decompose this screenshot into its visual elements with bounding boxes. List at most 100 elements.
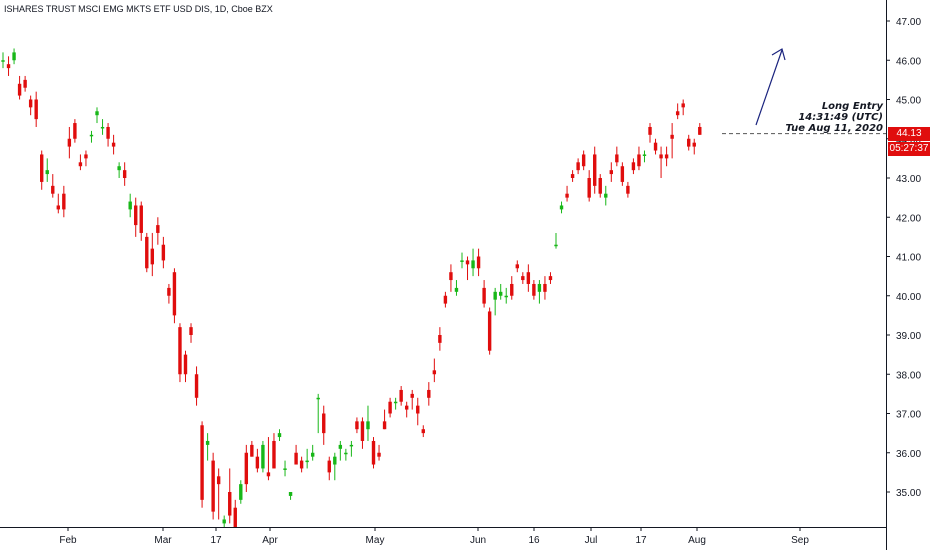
candle bbox=[211, 452, 215, 520]
candle-body bbox=[526, 272, 531, 284]
candle-body bbox=[465, 260, 470, 265]
candle-body bbox=[117, 166, 121, 171]
candle bbox=[404, 401, 409, 418]
candle bbox=[626, 181, 630, 198]
price-axis[interactable]: 47.0046.0045.0044.0043.0042.0041.0040.00… bbox=[886, 17, 921, 499]
candle-body bbox=[277, 433, 282, 438]
candle bbox=[487, 307, 492, 355]
price-tick-label: 41.00 bbox=[896, 253, 921, 264]
candle-body bbox=[139, 205, 143, 233]
candle-body bbox=[156, 225, 160, 233]
candle-body bbox=[349, 444, 354, 447]
annotation-line3: Tue Aug 11, 2020 bbox=[785, 123, 883, 134]
candle bbox=[111, 134, 116, 155]
candle-body bbox=[344, 452, 348, 455]
time-axis[interactable]: Feb Mar 17 Apr May Jun 16 Jul 17 Aug Sep bbox=[59, 527, 809, 546]
candle-body bbox=[443, 295, 448, 304]
candle-body bbox=[78, 162, 83, 167]
candle bbox=[476, 248, 481, 277]
candle bbox=[156, 217, 160, 245]
candle bbox=[344, 448, 348, 461]
price-tick-label: 36.00 bbox=[896, 449, 921, 460]
time-tick-label: Jun bbox=[470, 535, 486, 546]
candle-body bbox=[84, 154, 88, 159]
candle bbox=[239, 480, 243, 504]
candle-body bbox=[189, 327, 193, 335]
candle-body bbox=[228, 492, 232, 516]
candle bbox=[465, 256, 470, 281]
candle bbox=[432, 358, 437, 383]
candle bbox=[355, 417, 359, 434]
candle bbox=[360, 417, 365, 449]
candle-body bbox=[62, 193, 66, 210]
candle bbox=[570, 170, 575, 182]
candle bbox=[183, 350, 188, 383]
candle-body bbox=[377, 452, 381, 457]
candle-body bbox=[28, 99, 33, 108]
arrow-shaft[interactable] bbox=[755, 49, 783, 126]
candle bbox=[393, 397, 398, 410]
candle bbox=[95, 107, 99, 124]
candle-body bbox=[56, 205, 60, 210]
candle-body bbox=[499, 291, 503, 296]
candle-body bbox=[537, 283, 542, 292]
candle-body bbox=[559, 205, 564, 210]
candle-body bbox=[515, 264, 519, 269]
candle bbox=[139, 201, 143, 241]
candle-body bbox=[687, 138, 691, 147]
candle-body bbox=[692, 142, 696, 147]
candle bbox=[631, 158, 636, 175]
candle bbox=[416, 397, 420, 426]
candle-body bbox=[399, 389, 403, 402]
candle-body bbox=[6, 64, 11, 69]
candle bbox=[664, 146, 669, 167]
candle-body bbox=[333, 456, 337, 465]
candle bbox=[294, 444, 298, 465]
candle bbox=[261, 440, 265, 473]
candle-body bbox=[554, 244, 558, 247]
candle-body bbox=[23, 79, 27, 88]
candle-body bbox=[637, 154, 641, 167]
candle bbox=[178, 323, 182, 383]
candle bbox=[532, 280, 536, 300]
candle bbox=[1, 52, 5, 69]
candle-body bbox=[548, 276, 553, 281]
candle bbox=[78, 154, 83, 171]
candle bbox=[40, 150, 44, 190]
candle-body bbox=[653, 142, 658, 151]
candle bbox=[23, 75, 27, 92]
candle bbox=[559, 201, 564, 214]
candle bbox=[526, 264, 531, 292]
candle bbox=[200, 421, 204, 508]
candle bbox=[310, 444, 315, 461]
candle-body bbox=[255, 456, 260, 469]
candle-body bbox=[51, 185, 55, 194]
candle-body bbox=[421, 429, 425, 434]
candle-body bbox=[626, 185, 630, 194]
candle bbox=[56, 193, 60, 214]
candle-body bbox=[1, 60, 5, 62]
candle bbox=[12, 48, 16, 65]
candle bbox=[659, 146, 663, 178]
entry-annotation[interactable]: Long Entry 14:31:49 (UTC) Tue Aug 11, 20… bbox=[786, 101, 883, 134]
candle bbox=[382, 409, 387, 430]
price-tick-label: 47.00 bbox=[896, 17, 921, 28]
candle bbox=[371, 437, 376, 469]
candle bbox=[615, 146, 619, 167]
candle bbox=[698, 123, 702, 135]
candle-body bbox=[476, 256, 481, 269]
candle-body bbox=[261, 444, 265, 469]
candle-body bbox=[216, 476, 221, 485]
price-tick-label: 46.00 bbox=[896, 56, 921, 67]
price-tick-label: 45.00 bbox=[896, 96, 921, 107]
candle bbox=[554, 232, 558, 249]
price-tick-label: 35.00 bbox=[896, 488, 921, 499]
time-tick-label: 17 bbox=[210, 535, 222, 546]
candle-body bbox=[382, 421, 387, 430]
candle-body bbox=[128, 201, 132, 210]
bar-countdown-tag: 05:27:37 bbox=[888, 141, 930, 156]
candle-body bbox=[167, 287, 171, 296]
candle-body bbox=[565, 193, 569, 198]
candle-body bbox=[283, 468, 287, 470]
